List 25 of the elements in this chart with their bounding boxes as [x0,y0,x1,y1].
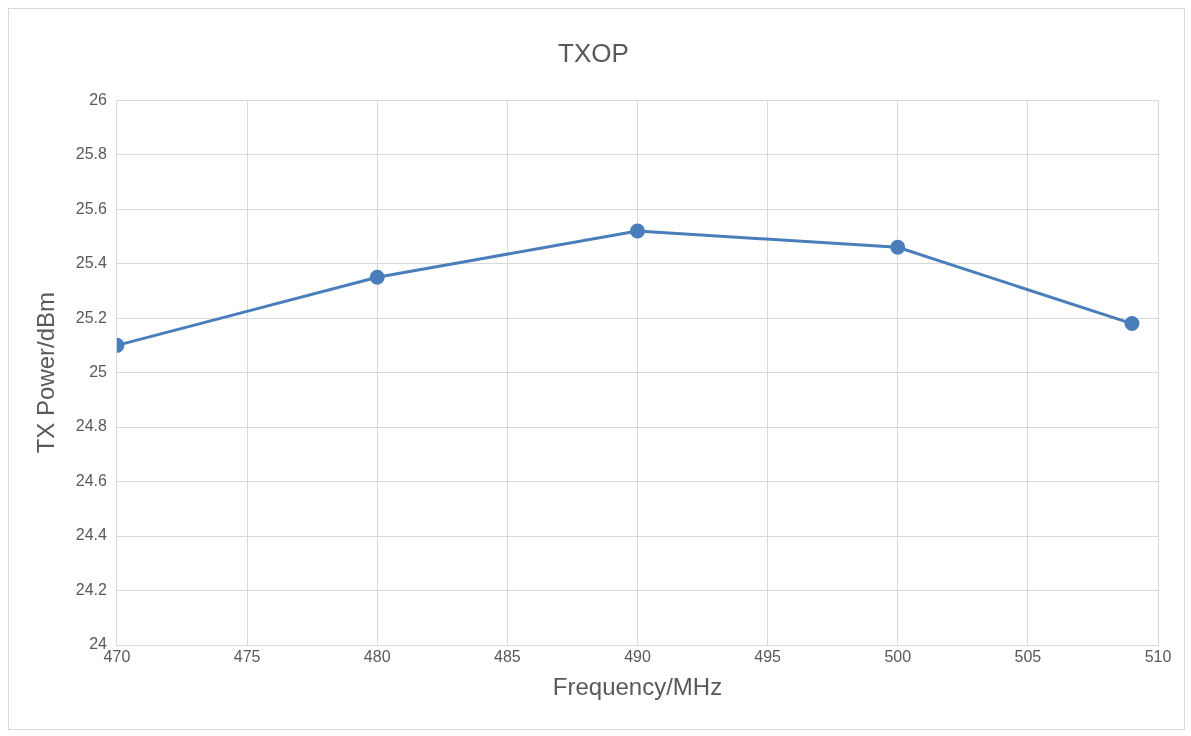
y-tick-label: 24.6 [75,471,108,489]
y-tick-label: 25.6 [75,199,108,217]
point [369,269,385,285]
x-tick-label: 505 [1014,648,1042,666]
y-axis-title: TX Power/dBm [32,291,60,454]
x-tick-label: 495 [754,648,782,666]
x-tick-label: 475 [233,648,261,666]
x-tick-label: 510 [1144,648,1172,666]
y-tick-label: 25 [89,363,108,381]
point [629,223,645,239]
y-tick-label: 25.2 [75,308,108,326]
y-tick-label: 24.8 [75,417,108,435]
y-tick-label: 25.8 [75,145,108,163]
x-tick-label: 485 [493,648,521,666]
y-tick-label: 26 [89,90,108,108]
y-tick-label: 25.4 [75,254,108,272]
x-tick-label: 480 [363,648,391,666]
y-tick-label: 24.2 [75,580,108,598]
x-axis-title: Frequency/MHz [552,673,723,701]
chart-title: TXOP [558,37,629,68]
point [890,239,906,255]
x-tick-label: 500 [884,648,912,666]
x-tick-label: 490 [624,648,651,666]
point [1124,316,1140,332]
y-tick-label: 24.4 [75,526,108,544]
